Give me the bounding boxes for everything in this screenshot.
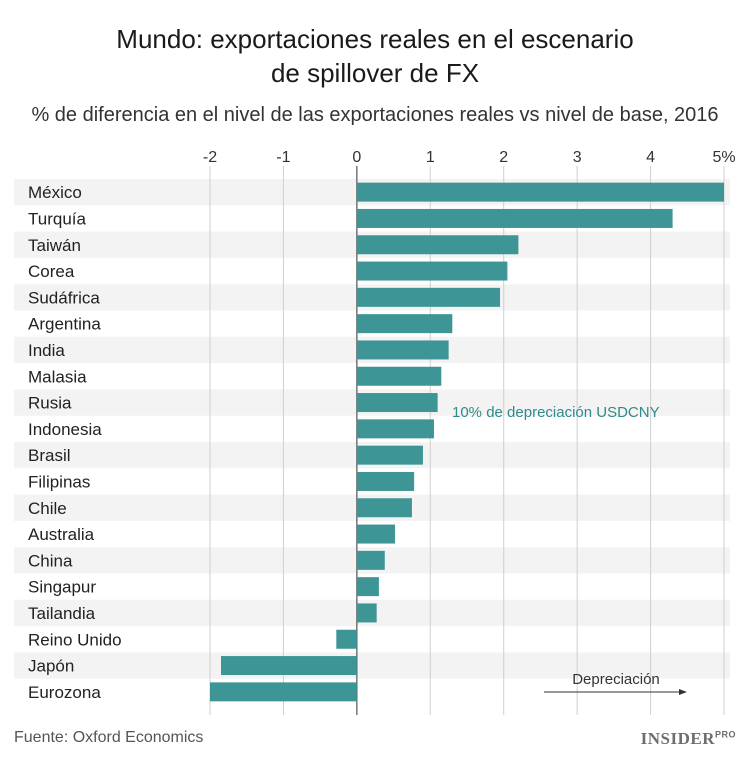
- bar: [356, 340, 449, 360]
- brand-suffix: PRO: [714, 729, 736, 740]
- category-label: Singapur: [28, 578, 96, 597]
- category-label: Brasil: [28, 446, 71, 465]
- bar: [356, 498, 412, 518]
- x-tick-label: 3: [573, 149, 582, 166]
- bar: [356, 182, 724, 202]
- bar: [356, 419, 434, 439]
- x-tick-label: 0: [352, 149, 361, 166]
- category-label: Eurozona: [28, 683, 101, 702]
- category-label: China: [28, 551, 73, 570]
- category-label: Corea: [28, 262, 75, 281]
- category-label: Tailandia: [28, 604, 96, 623]
- category-label: Filipinas: [28, 472, 90, 491]
- bar: [356, 577, 379, 597]
- bar: [210, 682, 357, 702]
- gridlines: [209, 166, 725, 715]
- x-tick-label: -1: [276, 149, 290, 166]
- brand-name: INSIDER: [640, 729, 715, 748]
- bar: [356, 603, 377, 623]
- bar: [356, 471, 415, 491]
- category-label: Turquía: [28, 209, 87, 228]
- category-label: Australia: [28, 525, 95, 544]
- row-band: [14, 652, 730, 679]
- x-tick-label: 1: [426, 149, 435, 166]
- bar: [356, 550, 385, 570]
- bar: [356, 445, 423, 465]
- category-label: Reino Unido: [28, 630, 122, 649]
- category-label: México: [28, 183, 82, 202]
- bars: [210, 182, 724, 702]
- bar: [356, 366, 442, 386]
- chart-title: Mundo: exportaciones reales en el escena…: [0, 22, 750, 90]
- category-labels: México Turquía Taiwán Corea Sudáfrica Argenti…: [28, 183, 122, 702]
- bar: [336, 629, 357, 649]
- brand-logo: INSIDERPRO: [641, 729, 736, 749]
- category-label: Indonesia: [28, 420, 102, 439]
- category-label: Taiwán: [28, 236, 81, 255]
- bar: [221, 656, 357, 676]
- bar: [356, 235, 519, 255]
- x-tick-label: 2: [499, 149, 508, 166]
- category-label: Sudáfrica: [28, 288, 100, 307]
- category-label: Rusia: [28, 394, 72, 413]
- category-label: Argentina: [28, 315, 101, 334]
- chart-subtitle: % de diferencia en el nivel de las expor…: [31, 104, 719, 126]
- x-tick-label: 5%: [712, 149, 735, 166]
- annotation-usdcny: 10% de depreciación USDCNY: [452, 404, 660, 421]
- x-tick-label: 4: [646, 149, 655, 166]
- x-tick-label: -2: [203, 149, 217, 166]
- tick-labels: -2 -1 0 1 2 3 4 5%: [203, 149, 736, 166]
- chart-title-line-1: Mundo: exportaciones reales en el escena…: [116, 24, 634, 54]
- category-label: Japón: [28, 657, 74, 676]
- bar: [356, 314, 453, 334]
- bar: [356, 393, 438, 413]
- annotation-depreciacion: Depreciación: [572, 671, 660, 688]
- bar: [356, 524, 396, 544]
- category-label: Malasia: [28, 367, 87, 386]
- source-note: Fuente: Oxford Economics: [14, 729, 204, 746]
- category-label: India: [28, 341, 65, 360]
- chart-title-line-2: de spillover de FX: [270, 58, 480, 88]
- bar: [356, 261, 508, 281]
- category-label: Chile: [28, 499, 67, 518]
- bar: [356, 208, 673, 228]
- bar: [356, 287, 501, 307]
